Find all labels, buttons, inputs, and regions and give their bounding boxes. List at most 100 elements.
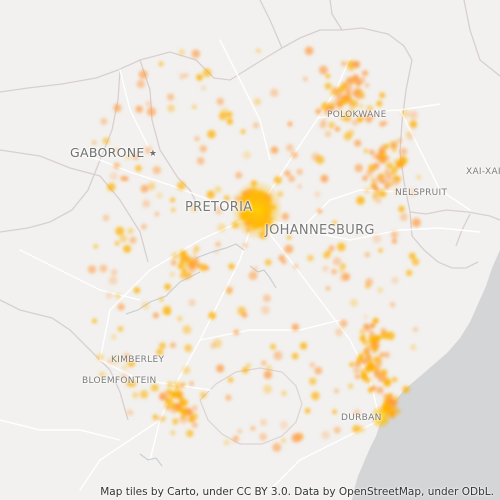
data-point [333,97,342,106]
data-point [215,363,225,373]
data-point [152,312,159,319]
data-point [256,48,261,54]
data-point [339,319,348,328]
data-point [240,129,246,135]
data-point [304,46,314,56]
data-point [411,218,421,228]
data-point [406,269,413,277]
data-point [233,329,240,336]
data-point [117,326,124,332]
lesotho-border [199,367,303,445]
data-point [333,426,341,434]
data-point [349,108,355,114]
data-point [328,121,336,129]
data-point [237,428,243,434]
data-point [334,388,339,394]
data-point [377,376,384,383]
data-point [385,161,393,169]
data-point [113,148,119,154]
data-point [193,245,200,252]
data-point [364,252,370,258]
data-point [390,168,397,176]
data-point [296,168,303,175]
data-point [270,146,279,154]
data-point [307,254,314,262]
data-point [245,362,252,368]
data-point [332,257,342,266]
data-point [370,177,376,182]
data-point [321,118,327,125]
data-point [171,207,176,213]
data-point [169,390,176,398]
data-point [192,250,198,255]
data-point [351,119,359,126]
data-point [170,197,176,203]
data-point [281,259,287,265]
data-point [162,306,171,316]
data-point [340,82,348,90]
data-point [248,271,258,281]
data-point [359,328,366,335]
data-point [399,147,408,156]
data-point [105,291,113,299]
data-point [324,130,332,138]
data-point [281,212,289,221]
data-point [140,184,149,193]
data-point [372,364,380,373]
data-point [159,342,166,350]
data-point [196,157,205,165]
data-point [92,318,97,324]
data-point [347,129,355,137]
data-point [264,259,272,266]
data-point [179,73,186,80]
data-point [402,385,410,394]
data-point [206,190,215,199]
data-point [114,241,120,246]
data-point [223,439,230,446]
data-point [136,79,145,89]
data-point [349,298,358,307]
data-point [396,137,403,144]
data-point [125,154,131,160]
data-point [378,156,387,165]
data-point [113,162,120,169]
data-point [298,433,304,439]
data-point [365,364,374,373]
data-point [164,283,172,291]
data-point [384,184,390,190]
data-point [384,172,393,181]
data-point [386,331,395,341]
data-point [340,262,346,269]
data-point [352,74,360,82]
data-point [344,112,351,119]
data-point [91,140,97,145]
data-point [325,286,331,291]
data-point [110,334,117,340]
data-point [132,391,139,399]
data-point [393,158,399,164]
data-point [390,302,396,308]
data-point [190,204,198,212]
data-point [262,294,271,303]
data-point [370,114,376,119]
data-point [321,430,331,440]
data-point [383,379,392,388]
data-point [180,409,188,416]
data-point [299,342,308,350]
data-point [370,183,376,189]
data-point [391,147,397,153]
data-point [252,122,259,129]
data-point [166,93,175,101]
data-point [369,149,375,155]
data-point [408,188,417,197]
data-point [102,214,110,222]
data-point [96,353,104,361]
data-point [380,327,387,335]
data-point [350,99,359,108]
data-point [259,418,268,427]
data-point [314,191,321,198]
data-point [309,362,316,368]
data-point [121,364,128,371]
data-point [334,126,341,132]
